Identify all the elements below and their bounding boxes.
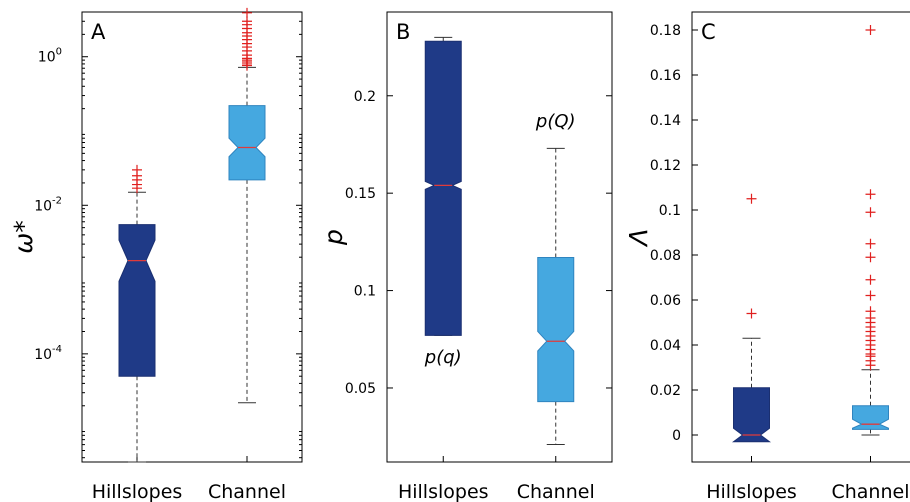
plot-frame <box>386 11 613 463</box>
panel-b: 0.05 0.1 0.15 0.2 Hillslopes Channel Bp p(q) p(Q… <box>319 11 613 502</box>
y-tick-label: 0.1 <box>659 203 681 219</box>
y-tick-label: 10-4 <box>34 344 62 363</box>
y-tick-exponent: 0 <box>56 47 62 58</box>
outlier-marker <box>865 290 876 301</box>
plot-frame <box>691 11 910 463</box>
y-tick-label: 0.14 <box>650 113 681 129</box>
y-tick-label: 0 <box>672 428 681 444</box>
y-tick-label: 10-2 <box>34 195 62 214</box>
x-tick-label-channel: Channel <box>208 481 286 502</box>
box-channel <box>852 25 889 436</box>
outlier-marker <box>865 306 876 317</box>
outlier-marker <box>865 207 876 218</box>
box-body <box>228 105 266 181</box>
outlier-marker <box>746 308 757 319</box>
panel-label: B <box>396 20 410 44</box>
y-tick-label: 0.16 <box>650 68 681 84</box>
y-tick-label: 0.08 <box>650 248 681 264</box>
y-tick-label: 0.05 <box>345 381 376 397</box>
annotation-label: p(Q) <box>535 111 576 132</box>
y-axis-label: ω* <box>9 220 38 253</box>
x-tick-label-channel: Channel <box>831 481 909 502</box>
annotation-label: p(q) <box>424 347 462 368</box>
outlier-marker <box>242 16 252 27</box>
panel-a: 10-4 10-2 100 Hillslopes Channel Aω* <box>9 7 303 502</box>
box-channel <box>228 7 266 404</box>
y-tick-label: 0.06 <box>650 293 681 309</box>
box-body <box>537 256 575 403</box>
box-channel <box>537 147 575 445</box>
panel-label: C <box>701 20 716 44</box>
x-tick-label-channel: Channel <box>517 481 595 502</box>
y-tick-label: 0.18 <box>650 23 681 39</box>
y-tick-label: 0.1 <box>354 284 376 300</box>
outlier-marker <box>242 7 252 18</box>
y-axis-label: Λ <box>624 228 653 247</box>
outlier-marker <box>865 274 876 285</box>
outlier-marker <box>865 252 876 263</box>
outlier-marker <box>746 193 757 204</box>
panel-label: A <box>91 20 106 44</box>
box-body <box>118 224 156 377</box>
y-tick-label: 0.15 <box>345 186 376 202</box>
box-body <box>852 405 889 430</box>
outlier-marker <box>865 189 876 200</box>
box-hillslopes <box>732 193 771 443</box>
y-tick-label: 0.2 <box>354 89 376 105</box>
outlier-marker <box>865 25 876 35</box>
outlier-marker <box>865 238 876 249</box>
x-tick-label-hillslopes: Hillslopes <box>92 481 183 502</box>
panel-c: 0 0.02 0.04 0.06 0.08 0.1 0.12 0.14 0.16 0.18 Hill… <box>624 11 910 502</box>
y-tick-label: 0.04 <box>650 338 681 354</box>
x-tick-label-hillslopes: Hillslopes <box>706 481 797 502</box>
y-tick-exponent: -2 <box>52 195 62 206</box>
box-body <box>732 387 771 443</box>
outlier-marker <box>132 164 142 175</box>
box-hillslopes <box>424 36 462 336</box>
y-axis-label: p <box>319 229 348 246</box>
y-tick-label: 0.12 <box>650 158 681 174</box>
y-tick-exponent: -4 <box>52 344 62 355</box>
plot-frame <box>81 11 303 463</box>
box-hillslopes <box>118 164 156 463</box>
x-tick-label-hillslopes: Hillslopes <box>398 481 489 502</box>
y-tick-label: 0.02 <box>650 383 681 399</box>
box-body <box>424 40 462 336</box>
y-tick-label: 100 <box>38 47 62 66</box>
